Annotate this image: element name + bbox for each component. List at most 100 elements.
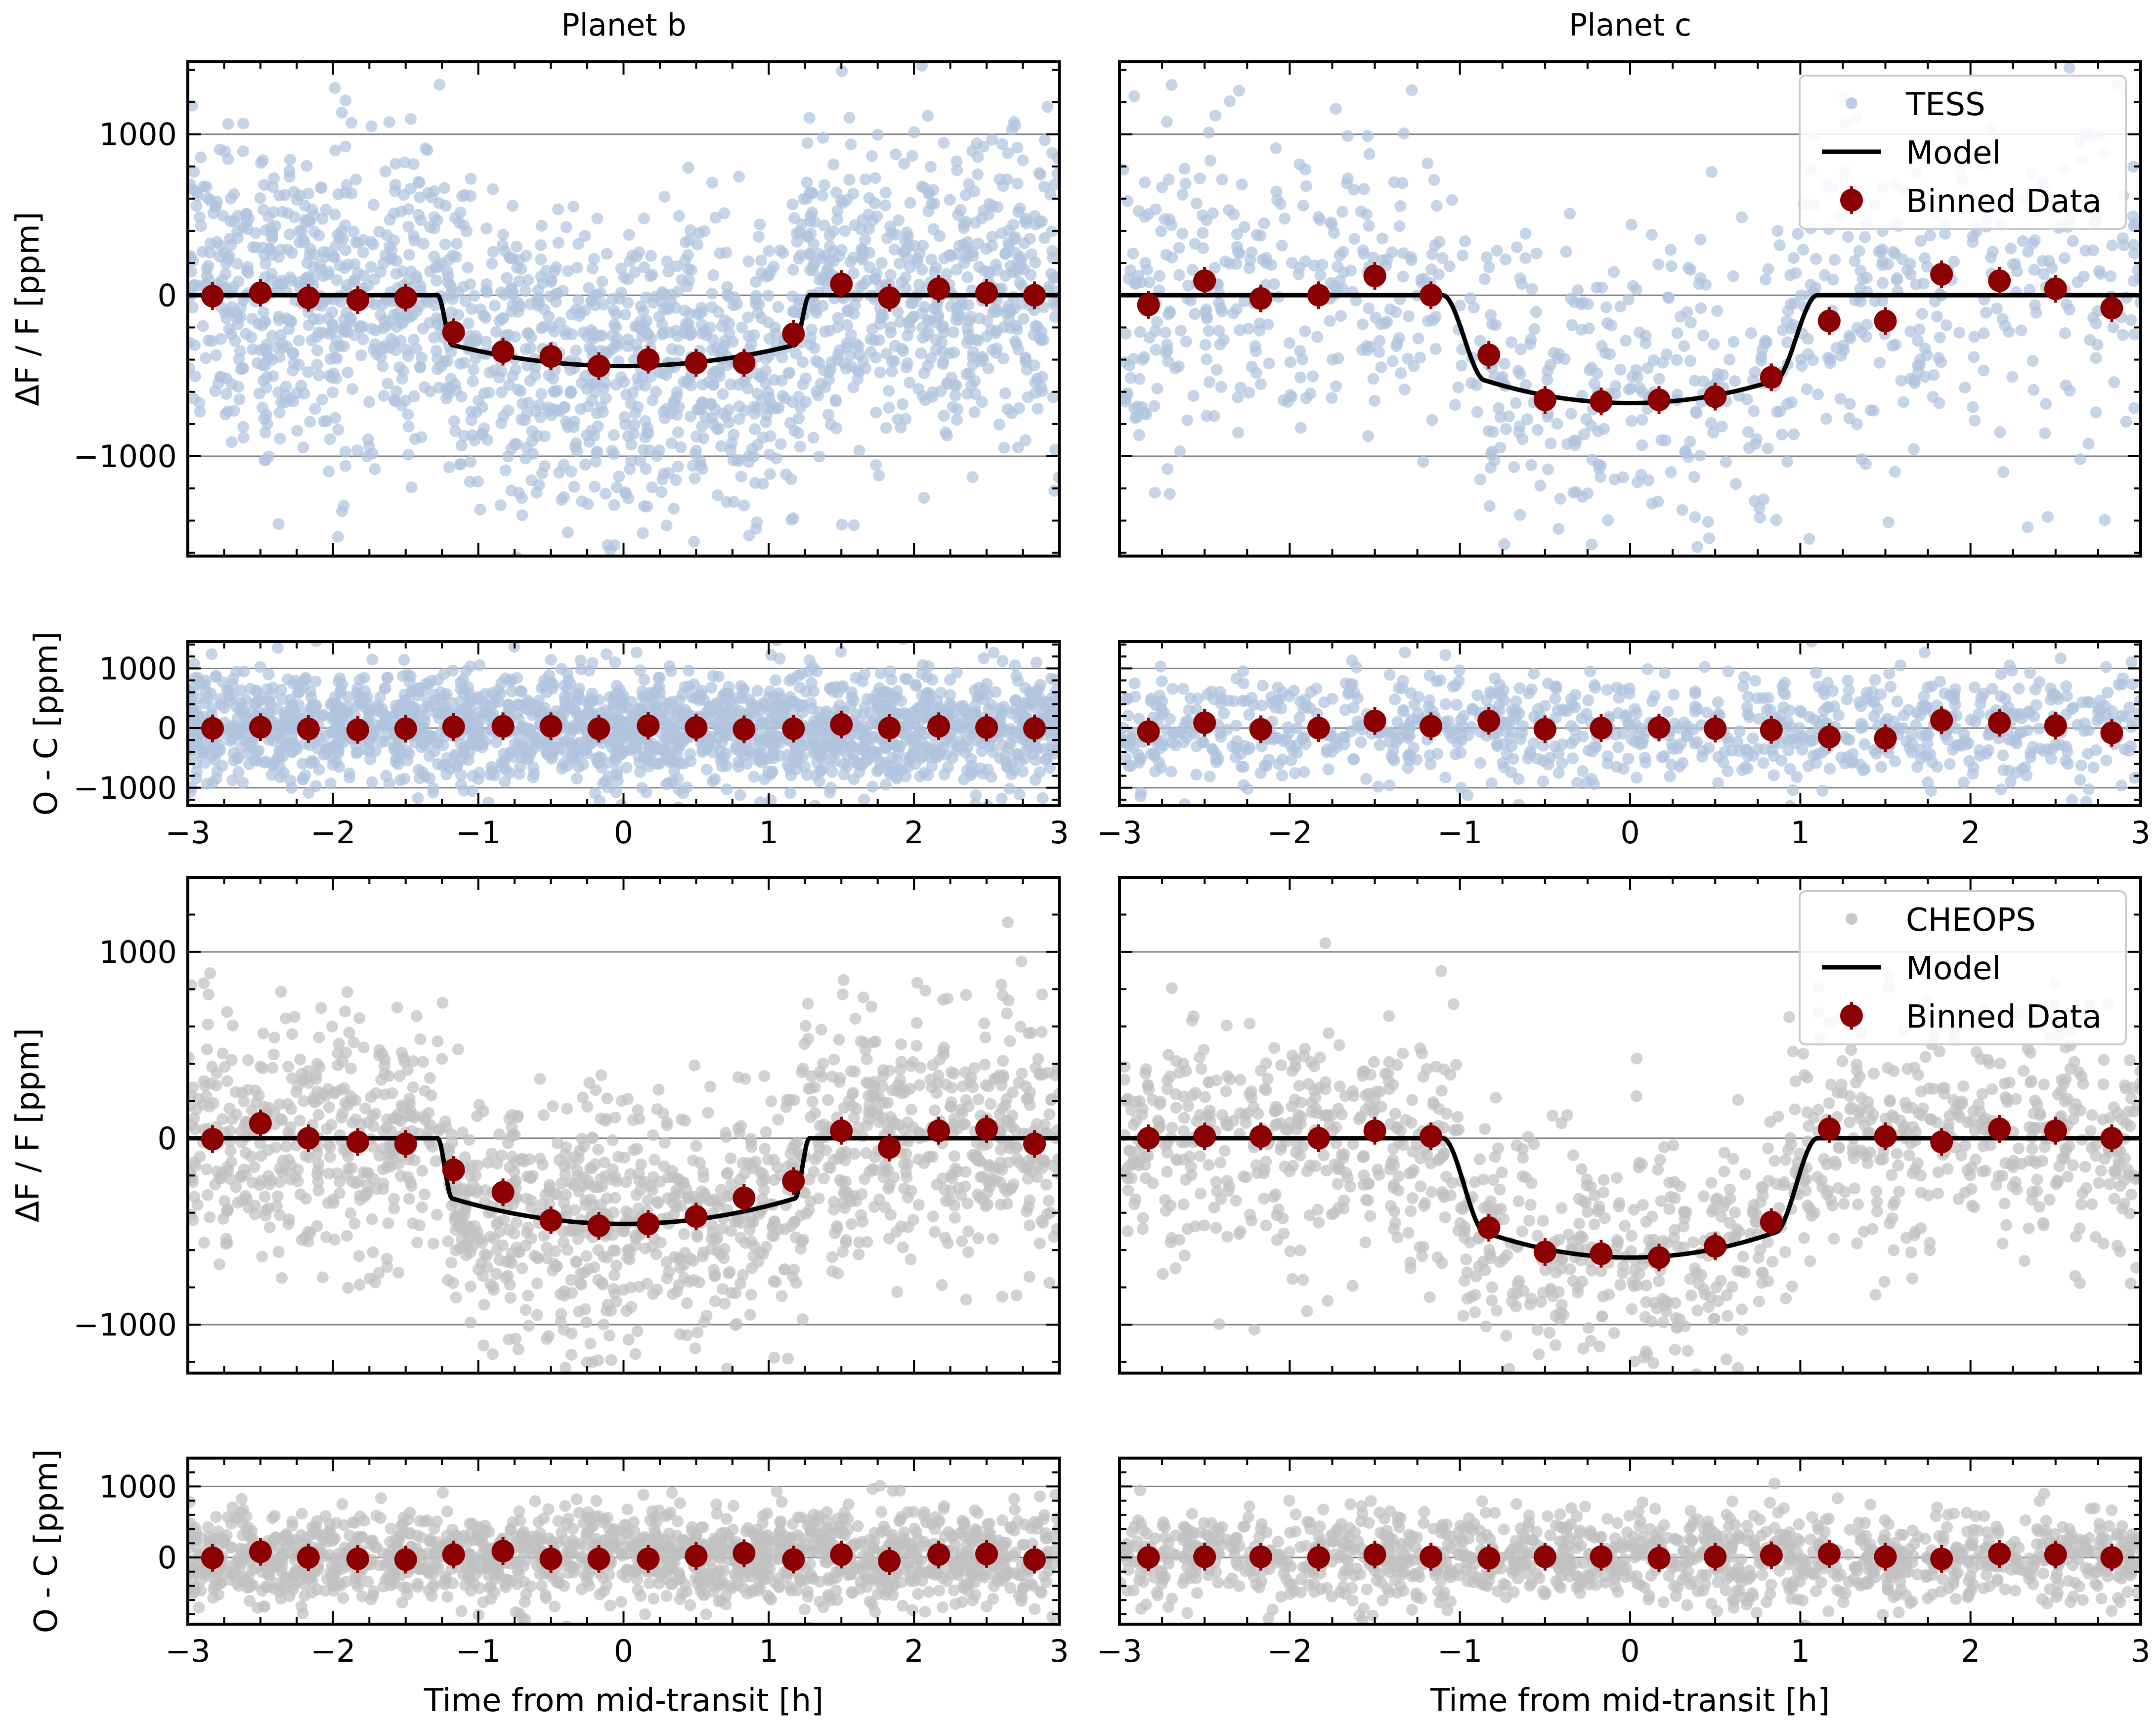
raw-point: [1283, 337, 1295, 349]
raw-point: [751, 368, 763, 380]
raw-point: [1456, 359, 1468, 372]
raw-point: [240, 721, 253, 733]
raw-point: [267, 206, 280, 218]
raw-point: [202, 192, 214, 204]
raw-point: [1525, 459, 1538, 471]
raw-point: [711, 489, 724, 502]
raw-point: [950, 414, 963, 426]
raw-point: [513, 738, 525, 751]
raw-point: [1215, 381, 1227, 393]
raw-point: [1530, 247, 1543, 259]
raw-point: [1855, 453, 1868, 466]
raw-point: [1694, 449, 1707, 462]
raw-point: [467, 733, 479, 745]
raw-point: [223, 232, 236, 245]
raw-point: [278, 710, 291, 723]
raw-point: [1776, 429, 1788, 441]
raw-point: [225, 328, 237, 341]
raw-point: [804, 215, 816, 227]
raw-point: [551, 404, 563, 417]
raw-point: [1802, 333, 1814, 345]
raw-point: [459, 189, 471, 201]
raw-point: [334, 340, 346, 352]
raw-point: [993, 173, 1006, 185]
raw-point: [1386, 246, 1398, 259]
raw-point: [1787, 319, 1800, 331]
raw-point: [190, 772, 203, 784]
raw-point: [195, 151, 207, 164]
raw-point: [1566, 319, 1578, 331]
raw-point: [359, 743, 371, 756]
binned-data-points: [1137, 260, 2123, 416]
raw-point: [1491, 245, 1503, 257]
raw-point: [709, 738, 722, 751]
raw-point: [347, 276, 360, 288]
raw-point: [661, 255, 673, 267]
raw-point: [394, 335, 407, 347]
raw-point: [690, 431, 702, 443]
raw-point: [1997, 466, 2010, 478]
raw-point: [967, 250, 980, 262]
raw-point: [1593, 458, 1605, 471]
raw-point: [1697, 375, 1710, 388]
raw-point: [346, 383, 358, 395]
raw-point: [190, 756, 203, 769]
raw-point: [910, 713, 922, 726]
raw-point: [558, 491, 570, 503]
raw-point: [1180, 335, 1192, 347]
raw-point: [1994, 426, 2006, 438]
raw-point: [1397, 270, 1409, 283]
raw-point: [1859, 231, 1871, 243]
raw-point: [848, 773, 860, 785]
raw-point: [935, 385, 947, 397]
raw-point: [721, 496, 733, 508]
raw-point: [2039, 427, 2051, 439]
raw-point: [322, 268, 334, 281]
raw-point: [733, 413, 745, 425]
raw-point: [426, 730, 438, 742]
raw-point: [901, 330, 913, 342]
raw-point: [965, 379, 978, 391]
y-ticks: [188, 69, 1059, 554]
raw-point: [468, 290, 480, 302]
raw-point: [1224, 95, 1236, 107]
raw-point: [194, 211, 206, 223]
raw-point: [453, 216, 466, 229]
raw-point: [1470, 379, 1483, 391]
raw-point: [1376, 232, 1388, 245]
raw-point: [1201, 353, 1213, 366]
raw-point: [304, 416, 316, 428]
raw-point: [827, 158, 840, 171]
raw-point: [815, 749, 827, 761]
raw-point: [754, 718, 767, 731]
raw-point: [1197, 227, 1209, 239]
raw-point: [844, 349, 857, 361]
raw-point: [442, 388, 454, 400]
raw-point: [1384, 303, 1396, 316]
raw-point: [505, 484, 517, 497]
raw-point: [883, 385, 895, 397]
raw-point: [549, 386, 561, 398]
raw-point: [914, 770, 926, 782]
raw-point: [193, 397, 206, 409]
binned-point: [1249, 287, 1272, 310]
raw-point: [1332, 260, 1344, 273]
raw-point: [1542, 411, 1554, 423]
raw-point: [1178, 163, 1191, 175]
raw-point: [962, 299, 974, 311]
raw-point: [616, 698, 629, 711]
raw-point: [1810, 253, 1822, 265]
raw-point: [1729, 478, 1742, 490]
raw-point: [638, 261, 650, 273]
raw-point: [1432, 268, 1445, 281]
raw-point: [763, 448, 776, 461]
raw-point: [1484, 309, 1497, 321]
raw-point: [465, 456, 477, 468]
raw-point: [369, 745, 382, 757]
raw-point: [402, 420, 415, 432]
raw-point: [1160, 346, 1172, 359]
raw-point: [1697, 329, 1710, 342]
raw-point: [283, 165, 296, 177]
raw-point: [1601, 317, 1613, 329]
